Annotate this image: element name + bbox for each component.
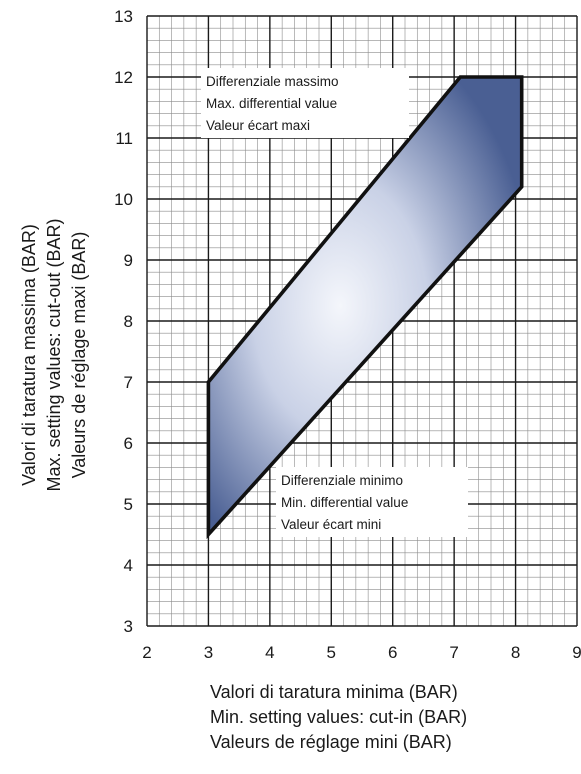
min-differential-annotation: Differenziale minimo Min. differential va… (276, 467, 468, 537)
y-tick-label: 12 (114, 68, 133, 87)
y-tick-label: 4 (124, 556, 133, 575)
max-differential-annotation: Differenziale massimo Max. differential v… (201, 68, 409, 138)
y-tick-label: 3 (124, 617, 133, 636)
y-tick-label: 9 (124, 251, 133, 270)
min-differential-label-box (276, 467, 468, 537)
y-axis-title-line: Valeurs de réglage maxi (BAR) (69, 232, 89, 479)
x-axis-title-line: Min. setting values: cut-in (BAR) (210, 707, 467, 727)
x-tick-label: 6 (388, 643, 397, 662)
x-tick-label: 2 (142, 643, 151, 662)
region-layer (206, 75, 524, 540)
max-differential-label-line: Differenziale massimo (206, 74, 339, 89)
x-axis-title-line: Valori di taratura minima (BAR) (210, 682, 458, 702)
x-tick-label: 4 (265, 643, 274, 662)
operating-region (206, 75, 524, 540)
max-differential-label-line: Valeur écart maxi (206, 118, 310, 133)
axis-titles: Valori di taratura minima (BAR) Min. sett… (19, 218, 467, 752)
y-tick-label: 13 (114, 7, 133, 26)
x-tick-labels: 2 3 4 5 6 7 8 9 (142, 643, 581, 662)
x-tick-label: 3 (204, 643, 213, 662)
min-differential-label-line: Valeur écart mini (281, 517, 381, 532)
y-axis-title-line: Valori di taratura massima (BAR) (19, 224, 39, 486)
y-tick-label: 11 (115, 129, 133, 148)
min-differential-label-line: Differenziale minimo (281, 473, 403, 488)
y-tick-label: 10 (114, 190, 133, 209)
y-tick-labels: 3 4 5 6 7 8 9 10 11 12 13 (114, 7, 133, 636)
x-tick-label: 8 (511, 643, 520, 662)
annotations: Differenziale massimo Max. differential v… (201, 68, 468, 537)
max-differential-label-line: Max. differential value (206, 96, 337, 111)
x-tick-label: 5 (327, 643, 336, 662)
y-tick-label: 6 (124, 434, 133, 453)
y-tick-label: 8 (124, 312, 133, 331)
x-tick-label: 7 (449, 643, 458, 662)
y-tick-label: 5 (124, 495, 133, 514)
y-tick-label: 7 (124, 373, 133, 392)
y-axis-title-line: Max. setting values: cut-out (BAR) (44, 218, 64, 491)
min-differential-label-line: Min. differential value (281, 495, 408, 510)
x-axis-title-line: Valeurs de réglage mini (BAR) (210, 732, 452, 752)
x-tick-label: 9 (572, 643, 581, 662)
max-differential-label-box (201, 68, 409, 138)
